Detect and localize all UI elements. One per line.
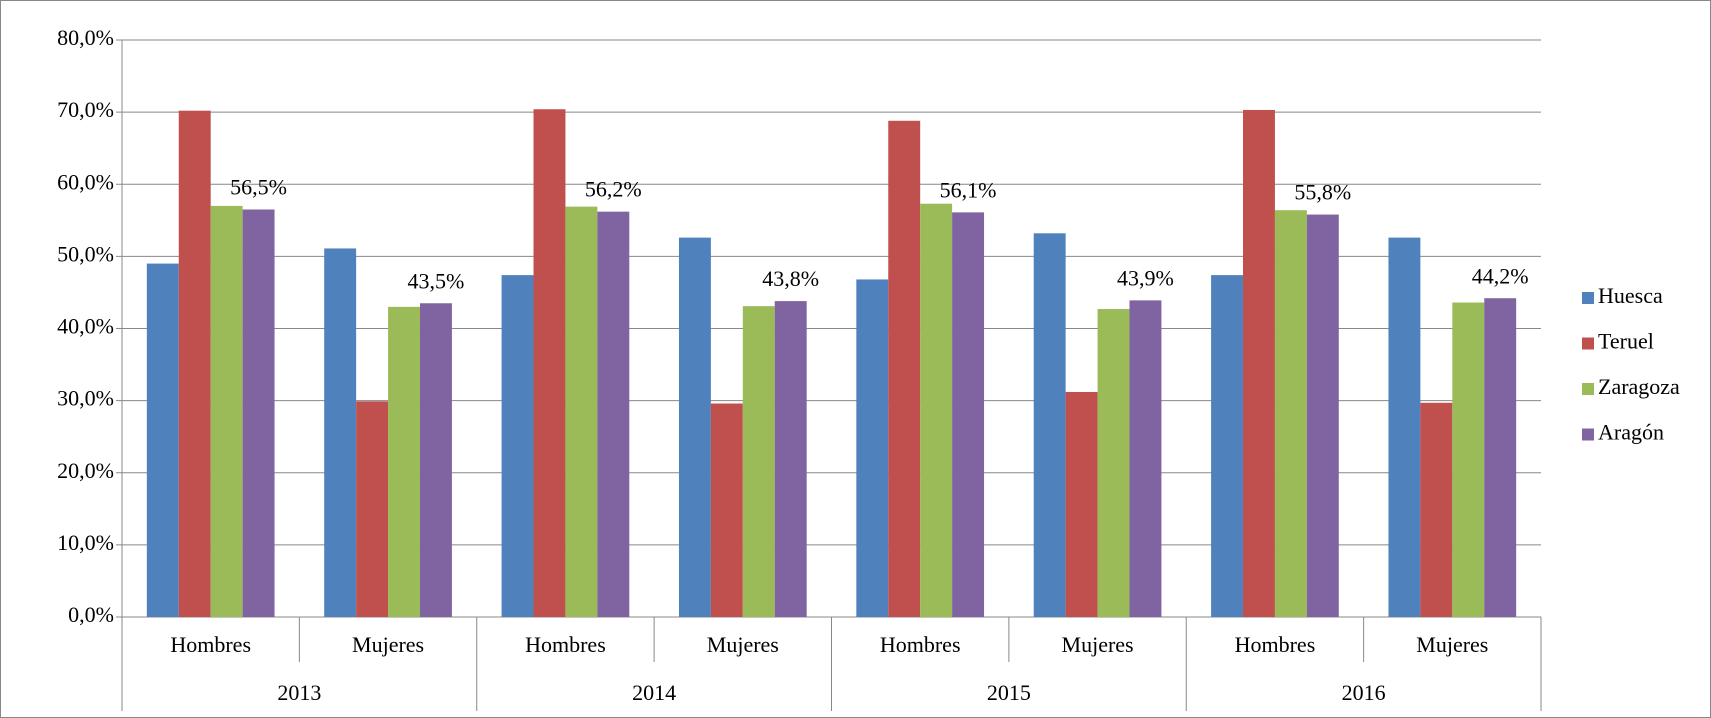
y-tick-label: 40,0%	[57, 314, 114, 339]
y-tick-label: 10,0%	[57, 530, 114, 555]
bar	[533, 109, 566, 618]
x-group-label: 2016	[1342, 680, 1386, 705]
bar	[1065, 391, 1098, 617]
x-group-label: 2015	[987, 680, 1031, 705]
y-tick-label: 20,0%	[57, 458, 114, 483]
bar	[1306, 214, 1339, 618]
legend-label: Aragón	[1598, 420, 1664, 445]
bar	[1420, 402, 1453, 617]
x-tick-label: Mujeres	[352, 632, 424, 657]
bar	[1243, 109, 1275, 618]
bar	[356, 401, 389, 617]
bar	[178, 110, 211, 618]
data-label: 56,1%	[940, 177, 997, 202]
legend-swatch	[1582, 292, 1594, 304]
bar	[1274, 210, 1307, 617]
bar	[1452, 302, 1485, 617]
bar	[710, 403, 743, 617]
bar	[1388, 237, 1421, 617]
bar	[1129, 300, 1162, 617]
legend-swatch	[1582, 383, 1594, 395]
x-tick-label: Mujeres	[1062, 632, 1134, 657]
y-tick-label: 60,0%	[57, 169, 114, 194]
data-label: 55,8%	[1294, 180, 1351, 205]
data-label: 43,5%	[408, 268, 465, 293]
legend-swatch	[1582, 428, 1594, 441]
bar	[210, 205, 243, 617]
bar	[952, 212, 985, 617]
y-tick-label: 30,0%	[57, 386, 114, 411]
bar	[597, 211, 630, 617]
x-tick-label: Hombres	[1235, 632, 1316, 657]
bar	[565, 206, 598, 617]
x-group-label: 2013	[277, 680, 321, 705]
data-label: 44,2%	[1472, 263, 1529, 288]
x-tick-label: Hombres	[880, 632, 961, 657]
legend-label: Teruel	[1598, 329, 1654, 354]
bar	[774, 301, 807, 617]
bar	[1211, 275, 1244, 617]
bar	[1033, 233, 1066, 618]
data-label: 56,5%	[230, 175, 287, 200]
bar	[678, 237, 711, 617]
data-label: 43,9%	[1117, 265, 1174, 290]
bar	[742, 306, 775, 617]
y-tick-label: 70,0%	[57, 97, 114, 122]
bar	[419, 303, 452, 617]
x-tick-label: Hombres	[525, 632, 606, 657]
legend-label: Zaragoza	[1598, 374, 1680, 399]
y-tick-label: 50,0%	[57, 241, 114, 266]
bar	[324, 248, 357, 617]
data-label: 56,2%	[585, 177, 642, 202]
x-tick-label: Mujeres	[707, 632, 779, 657]
bar	[146, 263, 179, 617]
bar	[1097, 309, 1130, 617]
x-tick-label: Hombres	[170, 632, 251, 657]
bar	[856, 279, 889, 617]
bar	[920, 203, 953, 617]
y-tick-label: 0,0%	[68, 602, 114, 627]
y-tick-label: 80,0%	[57, 25, 114, 50]
bar	[388, 306, 420, 617]
bar	[501, 275, 534, 617]
bar	[888, 120, 921, 617]
x-group-label: 2014	[632, 680, 676, 705]
bar	[242, 209, 275, 617]
legend-swatch	[1582, 337, 1594, 350]
legend-label: Huesca	[1598, 283, 1663, 308]
data-label: 43,8%	[762, 266, 819, 291]
x-tick-label: Mujeres	[1416, 632, 1488, 657]
bar	[1484, 298, 1517, 617]
